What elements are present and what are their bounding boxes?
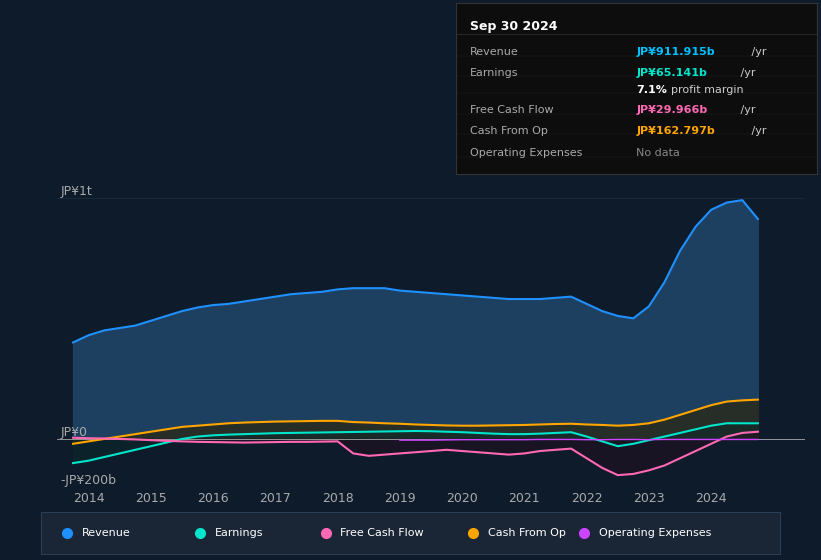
- Text: No data: No data: [636, 148, 680, 158]
- Text: Free Cash Flow: Free Cash Flow: [470, 105, 553, 115]
- Text: -JP¥200b: -JP¥200b: [61, 474, 117, 487]
- Text: /yr: /yr: [737, 68, 756, 78]
- Text: Earnings: Earnings: [470, 68, 519, 78]
- Text: /yr: /yr: [748, 126, 766, 136]
- Text: Revenue: Revenue: [470, 47, 519, 57]
- Text: JP¥911.915b: JP¥911.915b: [636, 47, 715, 57]
- Text: Revenue: Revenue: [82, 529, 131, 538]
- Text: Operating Expenses: Operating Expenses: [599, 529, 711, 538]
- Text: JP¥162.797b: JP¥162.797b: [636, 126, 715, 136]
- Text: JP¥65.141b: JP¥65.141b: [636, 68, 707, 78]
- Text: Cash From Op: Cash From Op: [470, 126, 548, 136]
- Text: 7.1%: 7.1%: [636, 85, 667, 95]
- Text: profit margin: profit margin: [671, 85, 743, 95]
- Text: JP¥29.966b: JP¥29.966b: [636, 105, 708, 115]
- Text: Free Cash Flow: Free Cash Flow: [341, 529, 424, 538]
- Text: Cash From Op: Cash From Op: [488, 529, 566, 538]
- Text: JP¥0: JP¥0: [61, 426, 88, 439]
- Text: Sep 30 2024: Sep 30 2024: [470, 20, 557, 33]
- Text: /yr: /yr: [737, 105, 756, 115]
- Text: JP¥1t: JP¥1t: [61, 185, 92, 198]
- Text: /yr: /yr: [748, 47, 766, 57]
- Text: Earnings: Earnings: [215, 529, 264, 538]
- Text: Operating Expenses: Operating Expenses: [470, 148, 582, 158]
